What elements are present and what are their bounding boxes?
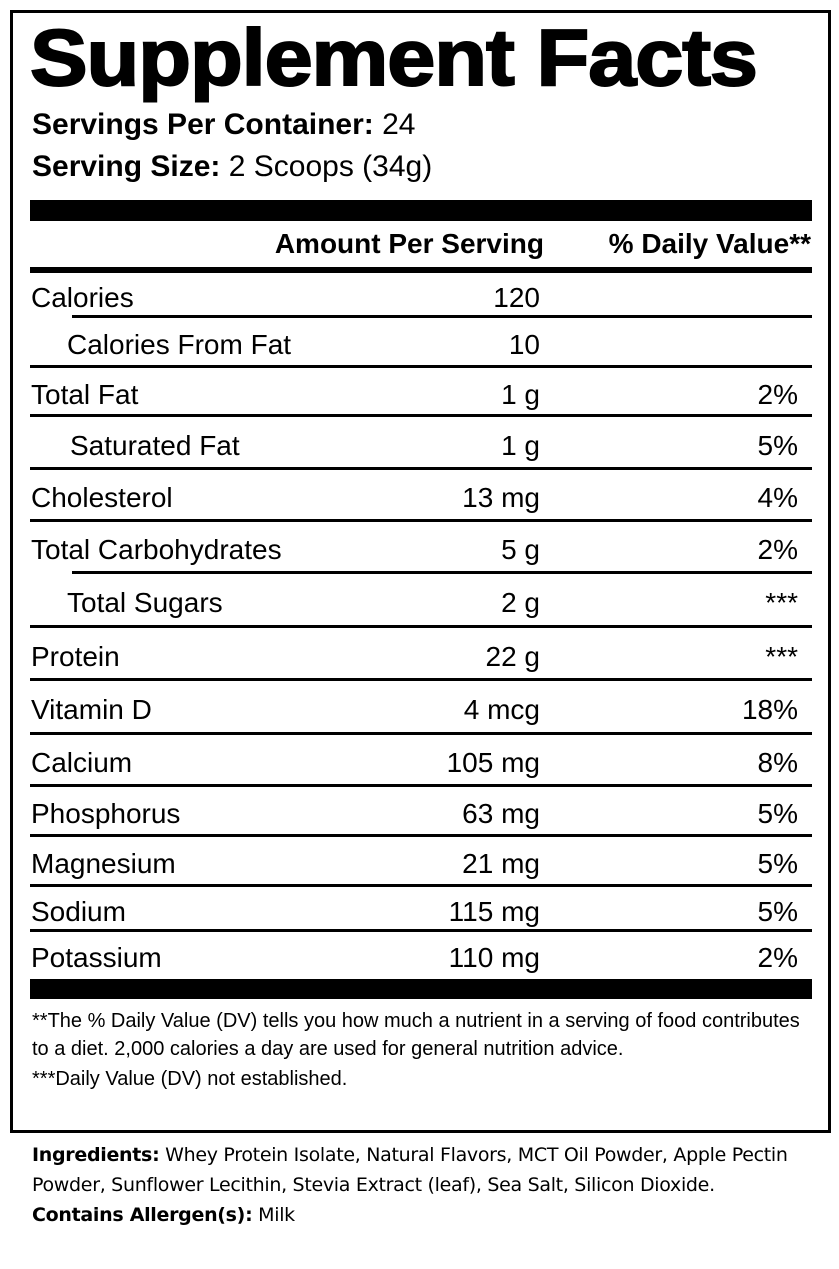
serving-size-label: Serving Size: [32, 150, 221, 183]
nutrient-daily-value: 2% [757, 378, 798, 410]
nutrient-row: Total Fat 1 g 2% [30, 368, 812, 417]
ingredients-label: Ingredients: [32, 1144, 160, 1166]
serving-size-value: 2 Scoops (34g) [228, 150, 433, 183]
nutrient-amount: 21 mg [462, 848, 540, 879]
footnotes: **The % Daily Value (DV) tells you how m… [32, 1007, 812, 1093]
nutrient-amount: 13 mg [462, 482, 540, 513]
nutrient-row: Total Sugars 2 g *** [30, 574, 812, 628]
nutrient-daily-value: 5% [757, 848, 798, 879]
nutrient-name: Sodium [31, 895, 126, 927]
row-divider [30, 929, 812, 932]
ingredients-list: Whey Protein Isolate, Natural Flavors, M… [32, 1144, 788, 1196]
nutrient-daily-value: 5% [757, 895, 798, 927]
nutrient-daily-value: 8% [757, 747, 798, 778]
row-divider [30, 834, 812, 837]
row-divider [30, 678, 812, 681]
nutrient-amount: 5 g [501, 534, 540, 565]
row-divider [30, 519, 812, 522]
nutrient-amount: 2 g [501, 587, 540, 618]
daily-value-header: % Daily Value** [608, 228, 811, 259]
nutrient-name: Protein [31, 640, 120, 672]
nutrient-name: Phosphorus [31, 798, 181, 829]
row-divider [30, 414, 812, 417]
header-divider [30, 267, 812, 273]
thick-divider-top [30, 200, 812, 221]
nutrient-row: Vitamin D 4 mcg 18% [30, 681, 812, 735]
nutrient-row: Magnesium 21 mg 5% [30, 837, 812, 887]
nutrient-row: Calcium 105 mg 8% [30, 735, 812, 787]
servings-per-container: Servings Per Container: 24 [32, 108, 415, 142]
not-established-footnote: ***Daily Value (DV) not established. [32, 1068, 348, 1090]
nutrient-row: Calories 120 [30, 273, 812, 318]
servings-value: 24 [382, 108, 416, 141]
nutrient-amount: 110 mg [448, 941, 540, 973]
nutrient-amount: 63 mg [462, 798, 540, 829]
ingredients-section: Ingredients: Whey Protein Isolate, Natur… [32, 1140, 822, 1230]
nutrient-daily-value: 18% [741, 694, 798, 725]
nutrient-amount: 4 mcg [463, 694, 540, 725]
nutrient-name: Cholesterol [31, 482, 173, 513]
nutrient-row: Protein 22 g *** [30, 628, 812, 681]
nutrient-name: Calories From Fat [67, 329, 292, 360]
nutrient-daily-value: 2% [757, 941, 798, 973]
row-divider [72, 315, 812, 318]
panel-title: Supplement Facts [29, 12, 759, 103]
thick-divider-bottom [30, 979, 812, 999]
nutrient-amount: 10 [508, 329, 540, 360]
dv-footnote: **The % Daily Value (DV) tells you how m… [32, 1010, 800, 1060]
servings-label: Servings Per Container: [32, 108, 374, 141]
allergens-label: Contains Allergen(s): [32, 1204, 253, 1226]
nutrient-row: Saturated Fat 1 g 5% [30, 417, 812, 470]
nutrient-row: Sodium 115 mg 5% [30, 887, 812, 932]
nutrient-daily-value: 2% [757, 534, 798, 565]
nutrient-name: Calories [31, 281, 134, 313]
row-divider [72, 571, 812, 574]
nutrient-amount: 1 g [501, 429, 540, 461]
row-divider [30, 884, 812, 887]
nutrient-name: Saturated Fat [70, 429, 240, 461]
nutrient-amount: 22 g [485, 640, 541, 672]
allergens: Contains Allergen(s): Milk [32, 1200, 822, 1230]
nutrient-daily-value: *** [765, 640, 798, 672]
nutrient-daily-value: 4% [757, 482, 798, 513]
nutrient-name: Potassium [31, 941, 162, 973]
ingredients: Ingredients: Whey Protein Isolate, Natur… [32, 1140, 822, 1200]
nutrient-row: Potassium 110 mg 2% [30, 932, 812, 979]
nutrient-name: Magnesium [31, 848, 176, 879]
nutrient-daily-value: 5% [757, 429, 798, 461]
nutrient-name: Total Carbohydrates [31, 534, 282, 565]
serving-size: Serving Size: 2 Scoops (34g) [32, 150, 432, 184]
row-divider [30, 784, 812, 787]
nutrient-amount: 120 [493, 281, 540, 313]
row-divider [30, 625, 812, 628]
nutrient-name: Calcium [31, 747, 133, 778]
nutrient-row: Cholesterol 13 mg 4% [30, 470, 812, 522]
nutrient-name: Total Fat [31, 378, 139, 410]
nutrient-row: Calories From Fat 10 [30, 318, 812, 368]
nutrient-row: Phosphorus 63 mg 5% [30, 787, 812, 837]
nutrient-daily-value: *** [765, 587, 798, 618]
nutrient-amount: 115 mg [448, 895, 540, 927]
supplement-facts-panel [10, 10, 831, 1133]
row-divider [30, 365, 812, 368]
nutrient-daily-value: 5% [757, 798, 798, 829]
nutrient-row: Total Carbohydrates 5 g 2% [30, 522, 812, 574]
row-divider [30, 467, 812, 470]
row-divider [30, 732, 812, 735]
allergens-value: Milk [258, 1204, 295, 1226]
nutrient-name: Vitamin D [31, 694, 152, 725]
amount-per-serving-header: Amount Per Serving [274, 228, 544, 259]
nutrient-amount: 1 g [501, 378, 540, 410]
nutrient-name: Total Sugars [67, 587, 223, 618]
nutrient-amount: 105 mg [446, 747, 540, 778]
